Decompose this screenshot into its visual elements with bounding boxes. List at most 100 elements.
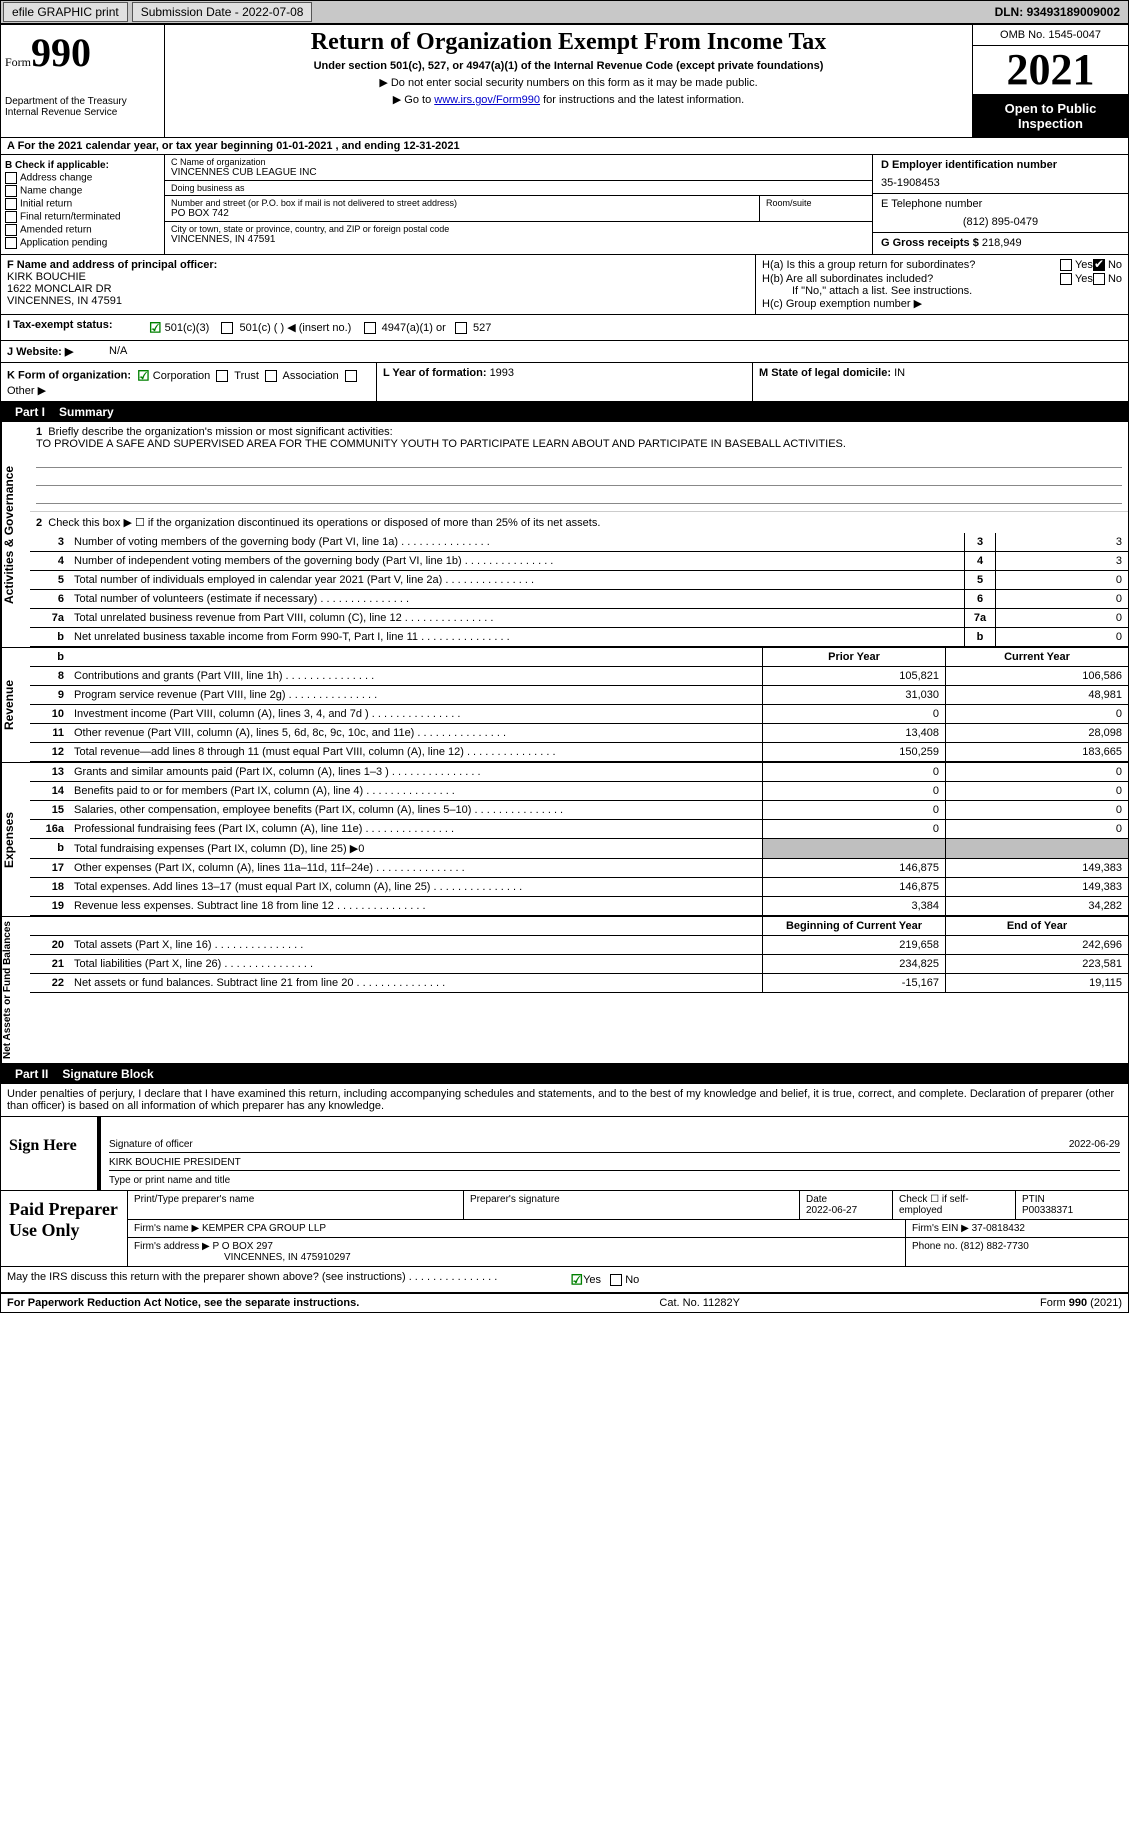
part2-header: Part II Signature Block	[1, 1064, 1128, 1084]
officer-name-title: KIRK BOUCHIE PRESIDENT	[109, 1157, 241, 1168]
tel-cell: E Telephone number (812) 895-0479	[873, 194, 1128, 233]
chk-amended-return[interactable]: Amended return	[5, 224, 160, 236]
preparer-grid: Print/Type preparer's name Preparer's si…	[127, 1191, 1128, 1266]
f-name: KIRK BOUCHIE	[7, 271, 749, 283]
room-label: Room/suite	[766, 198, 866, 208]
footer-center: Cat. No. 11282Y	[659, 1297, 740, 1309]
rev-line-8: 8Contributions and grants (Part VIII, li…	[30, 667, 1128, 686]
org-name: VINCENNES CUB LEAGUE INC	[171, 167, 866, 178]
form-990: Form990 Department of the Treasury Inter…	[0, 24, 1129, 1313]
exp-line-18: 18Total expenses. Add lines 13–17 (must …	[30, 878, 1128, 897]
i-label: I Tax-exempt status:	[1, 315, 143, 340]
name-title-label: Type or print name and title	[109, 1175, 1120, 1186]
chk-4947[interactable]: 4947(a)(1) or	[364, 322, 446, 334]
part1-num: Part I	[9, 405, 51, 419]
chk-501c3[interactable]: ☑ 501(c)(3)	[149, 322, 209, 334]
ha-yes[interactable]: Yes	[1060, 259, 1093, 271]
line-5: 5Total number of individuals employed in…	[30, 571, 1128, 590]
chk-name-change[interactable]: Name change	[5, 185, 160, 197]
chk-final-return[interactable]: Final return/terminated	[5, 211, 160, 223]
header-center: Return of Organization Exempt From Incom…	[165, 25, 972, 137]
b-header: B Check if applicable:	[5, 160, 160, 171]
hb-yes[interactable]: Yes	[1060, 273, 1093, 285]
discuss-row: May the IRS discuss this return with the…	[1, 1267, 1128, 1293]
chk-501c[interactable]: 501(c) ( ) ◀ (insert no.)	[221, 322, 351, 334]
chk-application-pending[interactable]: Application pending	[5, 237, 160, 249]
discuss-yes[interactable]: ☑Yes	[571, 1274, 602, 1286]
section-fh: F Name and address of principal officer:…	[1, 255, 1128, 315]
chk-initial-return[interactable]: Initial return	[5, 198, 160, 210]
hdr-end-year: End of Year	[945, 917, 1128, 935]
prep-sig-label: Preparer's signature	[464, 1191, 800, 1219]
chk-527[interactable]: 527	[455, 322, 491, 334]
chk-trust[interactable]: Trust	[216, 370, 259, 382]
ein-label: D Employer identification number	[881, 159, 1120, 171]
part1-expenses: Expenses 13Grants and similar amounts pa…	[1, 763, 1128, 917]
chk-address-change[interactable]: Address change	[5, 172, 160, 184]
line-7a: 7aTotal unrelated business revenue from …	[30, 609, 1128, 628]
tab-revenue: Revenue	[1, 648, 30, 762]
part1-header: Part I Summary	[1, 402, 1128, 422]
chk-corp[interactable]: ☑ Corporation	[137, 370, 210, 382]
irs-link[interactable]: www.irs.gov/Form990	[434, 94, 540, 106]
efile-print-button[interactable]: efile GRAPHIC print	[3, 2, 128, 22]
net-line-22: 22Net assets or fund balances. Subtract …	[30, 974, 1128, 993]
hdr-current-year: Current Year	[945, 648, 1128, 666]
mission-line1	[36, 453, 1122, 468]
form-subtitle: Under section 501(c), 527, or 4947(a)(1)…	[169, 60, 968, 72]
form-note-2: ▶ Go to www.irs.gov/Form990 for instruct…	[169, 93, 968, 106]
gross-label: G Gross receipts $	[881, 237, 982, 249]
exp-line-15: 15Salaries, other compensation, employee…	[30, 801, 1128, 820]
open-to-public: Open to Public Inspection	[973, 95, 1128, 137]
dba-label: Doing business as	[171, 183, 866, 193]
ha-no[interactable]: No	[1093, 259, 1122, 271]
rev-hdr-blank: b	[30, 648, 70, 666]
exp-line-17: 17Other expenses (Part IX, column (A), l…	[30, 859, 1128, 878]
dept-treasury: Department of the Treasury Internal Reve…	[5, 96, 160, 118]
line-3: 3Number of voting members of the governi…	[30, 533, 1128, 552]
tab-netassets: Net Assets or Fund Balances	[1, 917, 30, 1063]
exp-line-14: 14Benefits paid to or for members (Part …	[30, 782, 1128, 801]
exp-line-16a: 16aProfessional fundraising fees (Part I…	[30, 820, 1128, 839]
part2-name: Signature Block	[62, 1067, 153, 1081]
sign-here-section: Sign Here Signature of officer2022-06-29…	[1, 1117, 1128, 1191]
hb-note: If "No," attach a list. See instructions…	[792, 285, 1122, 297]
net-line-21: 21Total liabilities (Part X, line 26) 23…	[30, 955, 1128, 974]
line2: 2 Check this box ▶ ☐ if the organization…	[30, 511, 1128, 533]
firm-phone: Phone no. (812) 882-7730	[906, 1238, 1128, 1266]
gross-value: 218,949	[982, 237, 1022, 249]
part1-name: Summary	[59, 405, 114, 419]
form-note-1: ▶ Do not enter social security numbers o…	[169, 76, 968, 89]
rev-line-9: 9Program service revenue (Part VIII, lin…	[30, 686, 1128, 705]
j-label: J Website: ▶	[1, 341, 103, 362]
hb-no[interactable]: No	[1093, 273, 1122, 285]
form-number: Form990	[5, 29, 160, 76]
chk-assoc[interactable]: Association	[265, 370, 339, 382]
section-bcde: B Check if applicable: Address change Na…	[1, 155, 1128, 255]
rev-line-11: 11Other revenue (Part VIII, column (A), …	[30, 724, 1128, 743]
rev-line-12: 12Total revenue—add lines 8 through 11 (…	[30, 743, 1128, 762]
paid-preparer-section: Paid Preparer Use Only Print/Type prepar…	[1, 1191, 1128, 1267]
sign-body: Signature of officer2022-06-29 KIRK BOUC…	[97, 1117, 1128, 1190]
city-value: VINCENNES, IN 47591	[171, 234, 866, 245]
mission-line2	[36, 471, 1122, 486]
hdr-prior-year: Prior Year	[762, 648, 945, 666]
exp-line-13: 13Grants and similar amounts paid (Part …	[30, 763, 1128, 782]
f-label: F Name and address of principal officer:	[7, 259, 749, 271]
sig-officer-label: Signature of officer	[109, 1139, 193, 1150]
line-6: 6Total number of volunteers (estimate if…	[30, 590, 1128, 609]
l1-text: Briefly describe the organization's miss…	[48, 426, 392, 438]
prep-self-employed[interactable]: Check ☐ if self-employed	[893, 1191, 1016, 1219]
f-addr1: 1622 MONCLAIR DR	[7, 283, 749, 295]
discuss-no[interactable]: No	[610, 1274, 639, 1286]
net-header: Beginning of Current Year End of Year	[30, 917, 1128, 936]
part1-netassets: Net Assets or Fund Balances Beginning of…	[1, 917, 1128, 1064]
city-cell: City or town, state or province, country…	[165, 222, 872, 247]
form-title: Return of Organization Exempt From Incom…	[169, 29, 968, 56]
line1: 1 Briefly describe the organization's mi…	[30, 422, 1128, 511]
tel-value: (812) 895-0479	[881, 216, 1120, 228]
form-header: Form990 Department of the Treasury Inter…	[1, 25, 1128, 138]
hc-label: H(c) Group exemption number ▶	[762, 297, 1122, 310]
calendar-year-row: A For the 2021 calendar year, or tax yea…	[1, 138, 1128, 155]
ha-label: H(a) Is this a group return for subordin…	[762, 259, 1060, 271]
